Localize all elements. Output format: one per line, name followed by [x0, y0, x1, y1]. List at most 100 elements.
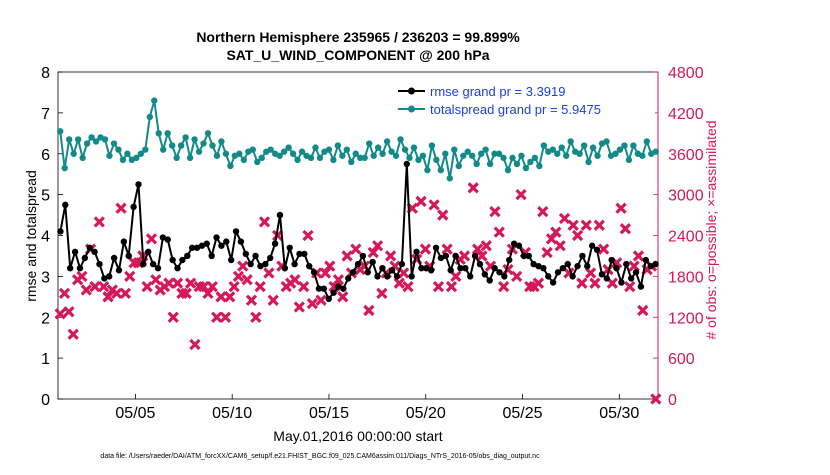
totalspread-point [639, 152, 646, 159]
rmse-point [515, 242, 523, 249]
rmse-point [223, 238, 230, 245]
left-tick-label: 3 [41, 269, 50, 286]
totalspread-point [365, 140, 373, 147]
totalspread-point [115, 146, 122, 153]
obs-assimilated-marker [428, 199, 440, 211]
obs-assimilated-marker [398, 267, 410, 279]
rmse-point [169, 256, 176, 264]
rmse-point [510, 240, 518, 247]
totalspread-point [401, 146, 409, 153]
x-axis-label: May.01,2016 00:00:00 start [273, 428, 443, 444]
legend: rmse grand pr = 3.3919 totalspread grand… [392, 80, 655, 120]
obs-assimilated-marker [241, 274, 253, 286]
rmse-point [627, 275, 635, 282]
rmse-point [525, 252, 532, 260]
totalspread-point [92, 138, 100, 145]
rmse-point [564, 260, 571, 268]
obs-assimilated-marker [145, 233, 158, 245]
totalspread-point [549, 146, 556, 153]
rmse-point [569, 273, 576, 280]
obs-assimilated-marker [637, 304, 649, 317]
obs-assimilated-marker [558, 212, 571, 225]
rmse-point [101, 275, 108, 282]
rmse-point [418, 265, 425, 272]
rmse-point [135, 181, 142, 188]
totalspread-point [191, 136, 198, 143]
rmse-point [320, 285, 328, 292]
obs-assimilated-marker [67, 328, 79, 340]
totalspread-point [630, 142, 637, 149]
rmse-point [593, 246, 601, 254]
totalspread-point [249, 146, 256, 153]
rmse-point [291, 260, 298, 268]
rmse-point [76, 265, 84, 272]
totalspread-point [195, 148, 203, 155]
right-tick-label: 3000 [668, 188, 704, 205]
rmse-point [340, 285, 347, 292]
totalspread-point [182, 134, 189, 141]
totalspread-point [428, 142, 436, 149]
obs-assimilated-marker [111, 287, 123, 300]
obs-assimilated-marker [584, 267, 597, 279]
obs-assimilated-marker [263, 267, 275, 279]
obs-assimilated-marker [376, 287, 388, 300]
obs-assimilated-marker [476, 250, 488, 262]
totalspread-point [142, 146, 149, 153]
rmse-point [403, 160, 410, 168]
right-tick-label: 600 [668, 351, 695, 368]
totalspread-point [160, 146, 167, 153]
totalspread-point [603, 138, 610, 145]
rmse-point [452, 252, 459, 260]
obs-assimilated-marker [89, 280, 101, 293]
left-tick-label: 7 [41, 106, 50, 123]
totalspread-point [491, 150, 498, 157]
totalspread-point [124, 150, 131, 157]
obs-assimilated-marker [450, 270, 462, 283]
obs-assimilated-marker [171, 277, 184, 289]
obs-assimilated-marker [498, 280, 510, 293]
rmse-point [66, 265, 74, 272]
rmse-point [330, 289, 337, 296]
rmse-point [232, 228, 240, 235]
legend-rmse-marker [408, 87, 415, 95]
totalspread-point [527, 158, 534, 166]
left-tick-label: 1 [41, 351, 50, 368]
x-tick-label: 05/25 [502, 405, 542, 422]
rmse-point [413, 248, 420, 256]
rmse-point [476, 260, 484, 268]
rmse-point [198, 242, 206, 249]
obs-assimilated-marker [245, 294, 258, 306]
left-axis: 0 1 2 3 4 5 6 7 8 [41, 65, 63, 409]
rmse-point [623, 260, 630, 268]
obs-assimilated-marker [54, 308, 66, 320]
rmse-point [262, 260, 269, 268]
x-tick-label: 05/30 [599, 405, 639, 422]
totalspread-point [79, 154, 86, 162]
obs-assimilated-marker [624, 280, 636, 293]
left-tick-label: 4 [41, 229, 50, 246]
obs-assimilated-marker [550, 226, 562, 238]
rmse-point [388, 267, 396, 274]
rmse-point [603, 275, 610, 282]
rmse-point [637, 283, 645, 290]
totalspread-point [222, 150, 230, 157]
rmse-point [266, 254, 274, 262]
totalspread-point [204, 130, 212, 137]
totalspread-point [137, 150, 145, 157]
y-axis-label-left: rmse and totalspread [23, 170, 39, 302]
totalspread-point [285, 144, 292, 151]
totalspread-point [437, 166, 445, 174]
rmse-point [203, 240, 210, 247]
totalspread-point [357, 154, 364, 162]
totalspread-point [406, 154, 413, 162]
obs-assimilated-marker [58, 287, 71, 300]
totalspread-point [312, 144, 319, 151]
totalspread-point [509, 154, 516, 162]
totalspread-point [343, 146, 351, 153]
totalspread-point [580, 142, 588, 149]
rmse-series [57, 160, 659, 303]
rmse-point [62, 201, 69, 209]
totalspread-point [325, 146, 333, 153]
rmse-point [106, 273, 113, 280]
totalspread-point [227, 162, 234, 170]
